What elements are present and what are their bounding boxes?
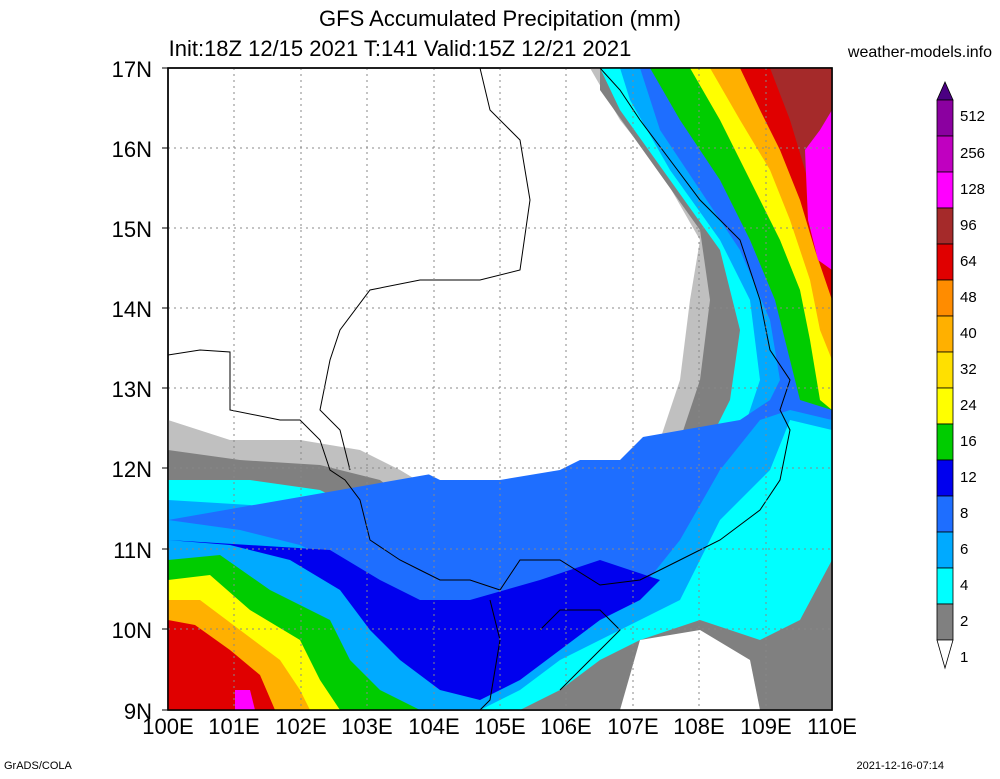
colorbar-label: 6 (960, 541, 969, 558)
lon-label: 106E (540, 714, 592, 739)
colorbar-label: 1 (960, 649, 969, 666)
colorbar-swatch (936, 135, 954, 173)
lat-label: 11N (113, 538, 152, 563)
lon-label: 110E (807, 714, 857, 739)
lon-label: 103E (341, 714, 393, 739)
colorbar-label: 32 (960, 361, 977, 378)
colorbar-swatch (936, 243, 954, 281)
colorbar-label: 96 (960, 217, 977, 234)
lat-label: 9N (123, 699, 152, 724)
colorbar-label: 64 (960, 253, 977, 270)
colorbar-swatch (936, 207, 954, 245)
colorbar-label: 8 (960, 505, 969, 522)
coastlines (168, 68, 791, 710)
colorbar-swatch (936, 567, 954, 605)
footer-right: 2021-12-16-07:14 (856, 760, 944, 772)
colorbar-label: 24 (960, 397, 977, 414)
graticule (168, 68, 832, 710)
colorbar-swatch (936, 387, 954, 425)
website-label: weather-models.info (847, 44, 992, 61)
colorbar-label: 12 (960, 469, 977, 486)
map-title: GFS Accumulated Precipitation (mm) (319, 6, 681, 31)
lat-label: 17N (111, 57, 152, 82)
lon-label: 108E (673, 714, 725, 739)
colorbar-bottom-arrow (936, 639, 954, 670)
colorbar (936, 81, 954, 670)
colorbar-swatch (936, 315, 954, 353)
lat-label: 10N (111, 618, 152, 643)
colorbar-swatch (936, 531, 954, 569)
colorbar-label: 256 (960, 145, 986, 162)
lat-label: 15N (111, 217, 152, 242)
axis-ticks (162, 67, 168, 711)
lat-label: 13N (111, 377, 152, 402)
colorbar-swatch (936, 495, 954, 533)
lon-label: 102E (275, 714, 327, 739)
colorbar-swatch (936, 351, 954, 389)
map-subtitle: Init:18Z 12/15 2021 T:141 Valid:15Z 12/2… (168, 36, 632, 61)
lat-label: 14N (111, 297, 152, 322)
colorbar-label: 16 (960, 433, 977, 450)
footer-left: GrADS/COLA (4, 760, 72, 772)
colorbar-swatch (936, 279, 954, 317)
lon-label: 104E (408, 714, 460, 739)
lat-label: 12N (111, 457, 152, 482)
colorbar-label: 2 (960, 613, 969, 630)
colorbar-swatch (936, 603, 954, 641)
colorbar-swatch (936, 423, 954, 461)
colorbar-swatch (936, 99, 954, 137)
lon-label: 101E (208, 714, 260, 739)
colorbar-label: 48 (960, 289, 977, 306)
colorbar-swatch (936, 459, 954, 497)
lon-label: 100E (142, 714, 194, 739)
colorbar-label: 40 (960, 325, 977, 342)
colorbar-swatch (936, 171, 954, 209)
lat-label: 16N (111, 137, 152, 162)
lon-label: 105E (474, 714, 526, 739)
colorbar-label: 512 (960, 108, 986, 125)
colorbar-label: 4 (960, 577, 969, 594)
colorbar-top-arrow (936, 81, 954, 101)
colorbar-label: 128 (960, 181, 986, 198)
lon-label: 107E (607, 714, 659, 739)
lon-label: 109E (740, 714, 792, 739)
